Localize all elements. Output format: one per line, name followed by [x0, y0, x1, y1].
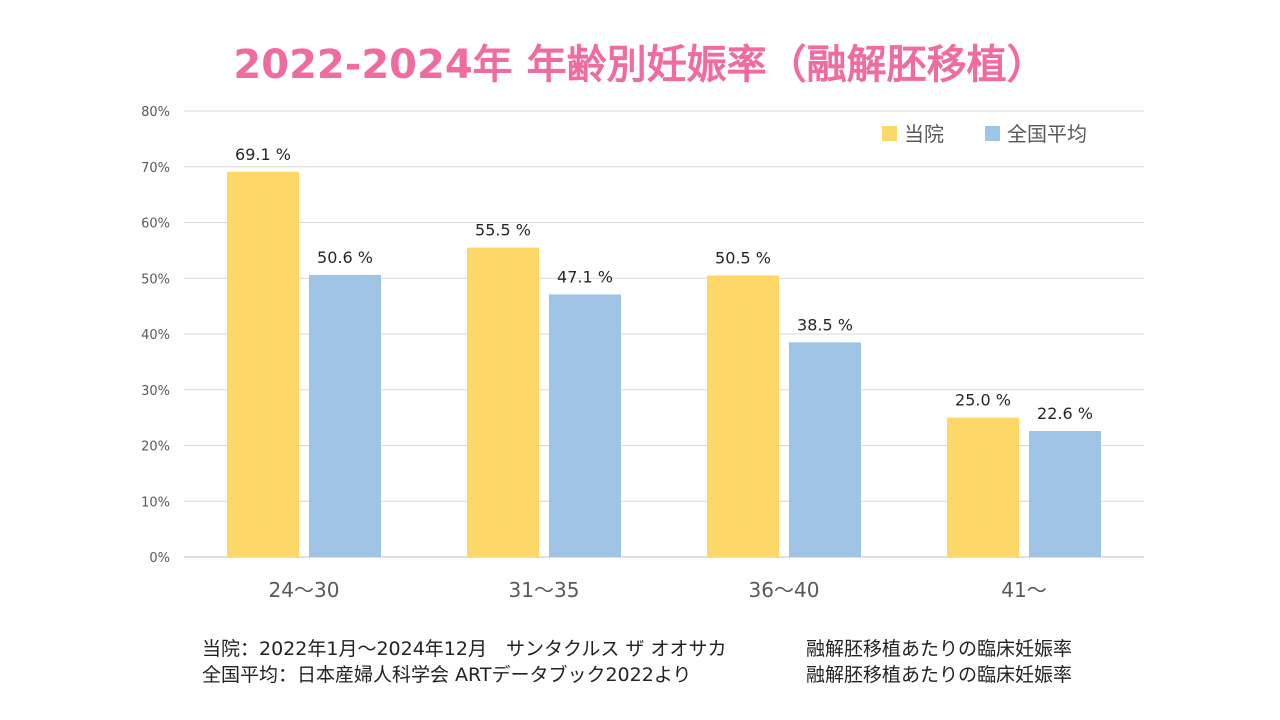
chart-title: 2022-2024年 年齢別妊娠率（融解胚移植）: [233, 42, 1047, 88]
legend-label-national: 全国平均: [1007, 122, 1087, 146]
note-line-1-desc: 融解胚移植あたりの臨床妊娠率: [806, 638, 1073, 660]
category-label: 36～40: [749, 578, 820, 602]
legend-swatch-national: [985, 126, 1000, 141]
y-tick-label: 60%: [141, 217, 170, 232]
category-label: 24～30: [269, 578, 340, 602]
bar-national: [789, 342, 861, 557]
legend-swatch-clinic: [882, 126, 897, 141]
data-label: 69.1 %: [235, 145, 291, 164]
bar-national: [309, 274, 381, 557]
y-tick-label: 0%: [149, 551, 170, 566]
category-label: 41～: [1001, 578, 1046, 602]
note-line-2-source: 全国平均：日本産婦人科学会 ARTデータブック2022より: [202, 664, 692, 686]
y-tick-label: 20%: [141, 440, 170, 455]
category-label: 31～35: [509, 578, 580, 602]
data-label: 38.5 %: [797, 315, 853, 334]
bar-clinic: [227, 171, 299, 557]
note-line-1-source: 当院：2022年1月～2024年12月 サンタクルス ザ オオサカ: [202, 638, 727, 660]
data-label: 50.6 %: [317, 248, 373, 267]
y-tick-label: 80%: [141, 105, 170, 120]
data-label: 55.5 %: [475, 221, 531, 240]
bar-clinic: [707, 275, 779, 557]
data-label: 50.5 %: [715, 248, 771, 267]
data-label: 22.6 %: [1037, 404, 1093, 423]
data-label: 25.0 %: [955, 391, 1011, 410]
note-line-2-desc: 融解胚移植あたりの臨床妊娠率: [806, 664, 1073, 686]
y-tick-label: 50%: [141, 272, 170, 287]
y-tick-label: 40%: [141, 328, 170, 343]
bar-clinic: [467, 247, 539, 557]
y-tick-label: 10%: [141, 495, 170, 510]
legend-label-clinic: 当院: [904, 122, 944, 146]
bar-clinic: [947, 417, 1019, 557]
bar-national: [1029, 431, 1101, 557]
y-tick-label: 70%: [141, 161, 170, 176]
bar-national: [549, 294, 621, 557]
data-label: 47.1 %: [557, 267, 613, 286]
y-tick-label: 30%: [141, 384, 170, 399]
